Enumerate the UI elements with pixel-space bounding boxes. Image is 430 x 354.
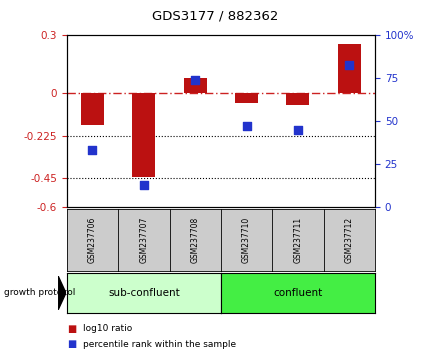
Text: GSM237708: GSM237708 bbox=[190, 217, 199, 263]
Bar bbox=[234, 93, 258, 103]
Bar bbox=[81, 93, 104, 125]
Text: GSM237712: GSM237712 bbox=[344, 217, 353, 263]
Text: log10 ratio: log10 ratio bbox=[83, 324, 132, 333]
Text: GDS3177 / 882362: GDS3177 / 882362 bbox=[152, 10, 278, 22]
Text: ■: ■ bbox=[67, 324, 76, 333]
Text: sub-confluent: sub-confluent bbox=[108, 288, 179, 298]
Bar bbox=[132, 93, 155, 177]
Point bbox=[191, 77, 198, 83]
Point bbox=[345, 62, 352, 67]
Text: GSM237706: GSM237706 bbox=[88, 217, 97, 263]
Text: confluent: confluent bbox=[273, 288, 322, 298]
Text: ■: ■ bbox=[67, 339, 76, 349]
Bar bbox=[183, 78, 206, 93]
Polygon shape bbox=[58, 276, 66, 310]
Point bbox=[89, 148, 96, 153]
Bar bbox=[337, 44, 360, 93]
Point bbox=[243, 124, 249, 129]
Text: growth protocol: growth protocol bbox=[4, 289, 76, 297]
Text: GSM237711: GSM237711 bbox=[293, 217, 302, 263]
Text: GSM237707: GSM237707 bbox=[139, 217, 148, 263]
Point bbox=[294, 127, 301, 133]
Point bbox=[140, 182, 147, 188]
Text: GSM237710: GSM237710 bbox=[242, 217, 251, 263]
Text: percentile rank within the sample: percentile rank within the sample bbox=[83, 339, 236, 349]
Bar bbox=[286, 93, 309, 105]
